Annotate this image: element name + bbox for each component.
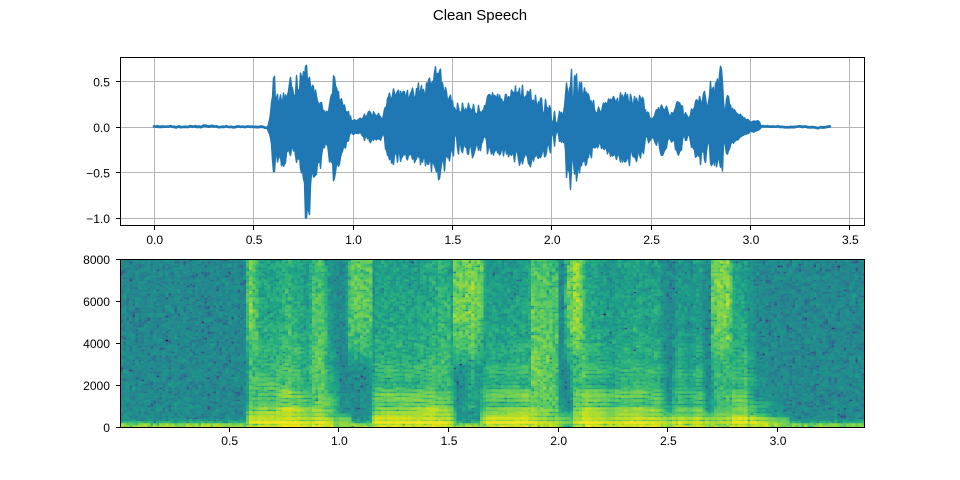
svg-text:−0.5: −0.5 <box>86 166 110 180</box>
svg-text:0.0: 0.0 <box>146 233 163 247</box>
svg-text:8000: 8000 <box>83 253 110 267</box>
svg-text:0.5: 0.5 <box>93 75 110 89</box>
svg-text:6000: 6000 <box>83 295 110 309</box>
svg-text:−1.0: −1.0 <box>86 212 110 226</box>
svg-text:4000: 4000 <box>83 337 110 351</box>
svg-text:Clean Speech: Clean Speech <box>433 7 527 24</box>
svg-text:3.0: 3.0 <box>770 434 787 448</box>
svg-text:2000: 2000 <box>83 379 110 393</box>
svg-text:1.0: 1.0 <box>331 434 348 448</box>
svg-text:1.5: 1.5 <box>444 233 461 247</box>
svg-text:1.5: 1.5 <box>441 434 458 448</box>
svg-text:3.0: 3.0 <box>743 233 760 247</box>
svg-text:2.5: 2.5 <box>660 434 677 448</box>
svg-text:2.0: 2.0 <box>550 434 567 448</box>
svg-text:0.5: 0.5 <box>246 233 263 247</box>
svg-text:0.5: 0.5 <box>221 434 238 448</box>
svg-text:1.0: 1.0 <box>345 233 362 247</box>
svg-text:2.0: 2.0 <box>544 233 561 247</box>
svg-text:3.5: 3.5 <box>842 233 859 247</box>
svg-text:2.5: 2.5 <box>643 233 660 247</box>
svg-text:0: 0 <box>103 421 110 435</box>
svg-text:0.0: 0.0 <box>93 121 110 135</box>
